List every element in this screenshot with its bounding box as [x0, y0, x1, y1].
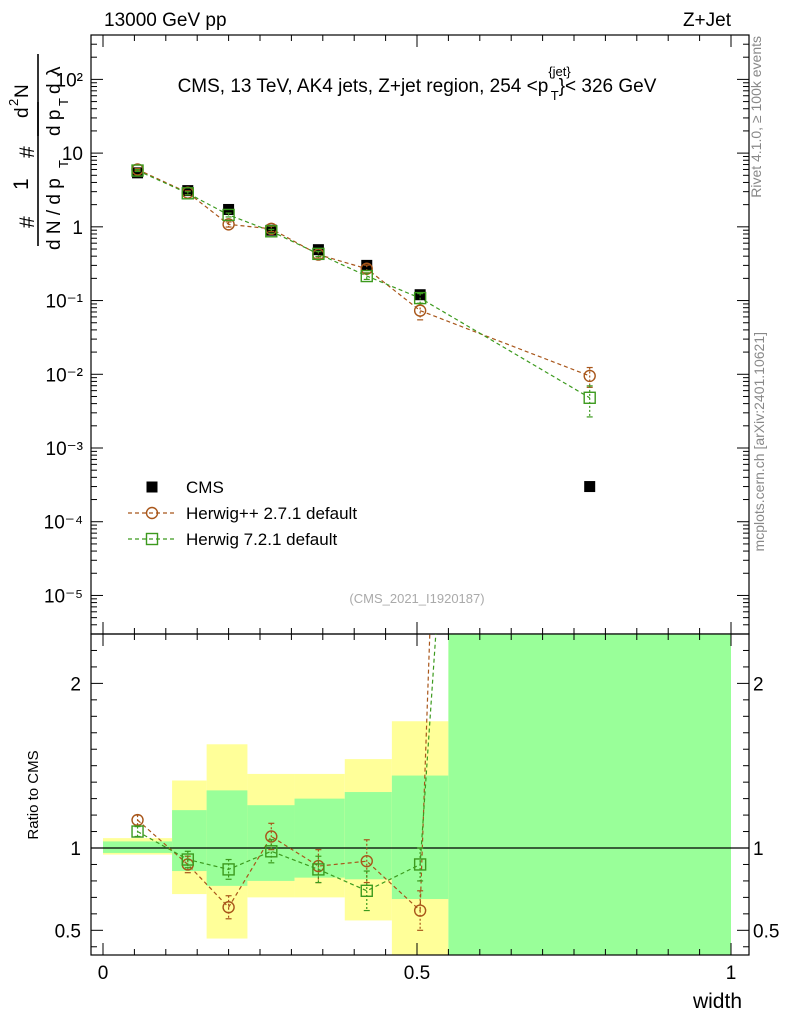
ratio-point — [265, 830, 278, 843]
svg-text:1: 1 — [10, 178, 33, 190]
svg-text:#: # — [16, 216, 39, 228]
svg-text:T: T — [56, 98, 71, 106]
svg-text:d: d — [44, 83, 65, 94]
ratio-series — [131, 634, 437, 931]
main-ylabel: # 1 d N / d p T # d 2 N d p T d λ — [6, 54, 71, 250]
main-title: CMS, 13 TeV, AK4 jets, Z+jet region, 254… — [178, 64, 657, 103]
y-tick-label: 10⁻³ — [46, 439, 84, 460]
mc-point — [181, 187, 194, 200]
legend-marker — [145, 532, 159, 546]
y-tick-label: 10⁻⁵ — [44, 586, 83, 607]
main-series — [131, 163, 596, 493]
band-green — [103, 841, 173, 853]
x-tick-label: 1 — [726, 963, 737, 984]
header-right: Z+Jet — [683, 10, 732, 31]
legend-marker — [145, 506, 159, 520]
ratio-point — [413, 858, 427, 871]
series-line-2 — [137, 170, 591, 399]
ratio-y-tick-label: 1 — [70, 839, 81, 860]
watermark: (CMS_2021_I1920187) — [349, 591, 484, 606]
band-green — [391, 775, 449, 900]
ratio-series-group — [131, 634, 437, 931]
mc-point — [222, 208, 235, 222]
source-label: mcplots.cern.ch [arXiv:2401.10621] — [751, 332, 767, 551]
band-green — [206, 790, 248, 886]
svg-text:d p: d p — [44, 110, 65, 136]
cms-point — [584, 481, 596, 493]
ratio-y-tick-label: 0.5 — [55, 921, 81, 942]
ratio-point — [360, 884, 373, 897]
legend-marker — [146, 481, 158, 493]
series-line-1 — [137, 168, 590, 377]
main-ticks: 10² 10 1 10⁻¹ 10⁻² 10⁻³ 10⁻⁴ 10⁻⁵ — [44, 34, 749, 635]
ratio-point — [131, 825, 144, 838]
mc-point — [222, 218, 235, 231]
title-sup: {jet} — [548, 64, 571, 79]
mc-point — [583, 391, 596, 404]
svg-text:d N / d p: d N / d p — [44, 178, 65, 250]
ratio-point — [222, 863, 235, 876]
svg-text:d: d — [12, 107, 33, 118]
svg-text:#: # — [16, 146, 39, 158]
header-left: 13000 GeV pp — [104, 10, 227, 31]
ratio-point — [222, 901, 235, 914]
x-tick-label: 0 — [98, 963, 109, 984]
y-tick-label: 10⁻⁴ — [44, 513, 83, 534]
mc-point — [131, 164, 144, 177]
svg-text:N: N — [12, 84, 33, 98]
y-tick-label: 1 — [72, 218, 83, 239]
ratio-point — [413, 904, 427, 917]
legend-label: CMS — [186, 478, 224, 497]
x-tick-label: 0.5 — [404, 963, 430, 984]
svg-text:λ: λ — [44, 66, 65, 76]
ratio-y-tick-label: 1 — [753, 839, 764, 860]
ratio-point — [360, 854, 373, 868]
ratio-point — [312, 863, 325, 876]
y-tick-label: 10² — [56, 70, 83, 91]
cms-point — [132, 167, 144, 179]
ratio-frame — [90, 633, 750, 956]
mc-point — [413, 304, 427, 317]
y-tick-label: 10⁻¹ — [46, 292, 84, 313]
title-sub: T — [551, 88, 559, 103]
ratio-point — [181, 853, 194, 866]
mc-point — [413, 291, 427, 305]
title-pre: CMS, 13 TeV, AK4 jets, Z+jet region, 254… — [178, 76, 549, 97]
legend-label: Herwig++ 2.7.1 default — [186, 504, 357, 523]
mc-point — [360, 269, 373, 283]
band-green — [448, 634, 731, 955]
ratio-y-tick-label: 2 — [753, 674, 764, 695]
mc-point — [312, 247, 325, 261]
svg-text:2: 2 — [6, 99, 21, 106]
ratio-y-tick-label: 2 — [70, 674, 81, 695]
ratio-line — [137, 634, 437, 892]
legend: CMS Herwig++ 2.7.1 default Herwig 7.2.1 de… — [128, 478, 357, 549]
y-tick-label: 10⁻² — [46, 365, 84, 386]
xlabel: width — [692, 990, 742, 1013]
band-green — [294, 798, 345, 878]
band-green — [247, 805, 295, 881]
ratio-y-tick-label: 0.5 — [753, 921, 779, 942]
mc-point — [265, 225, 278, 238]
band-green — [344, 792, 392, 880]
legend-label: Herwig 7.2.1 default — [186, 530, 337, 549]
ratio-ylabel: Ratio to CMS — [25, 750, 42, 839]
ratio-line — [137, 634, 431, 912]
rivet-label: Rivet 4.1.0, ≥ 100k events — [748, 36, 764, 198]
ratio-point — [265, 845, 278, 858]
svg-text:T: T — [56, 160, 71, 168]
ratio-ticks: 0.5 0.5 1 1 2 2 0 0.5 1 — [55, 633, 779, 984]
mc-point — [583, 369, 596, 383]
title-post: }< 326 GeV — [559, 76, 657, 97]
y-tick-label: 10 — [62, 144, 83, 165]
band-green — [172, 810, 207, 872]
